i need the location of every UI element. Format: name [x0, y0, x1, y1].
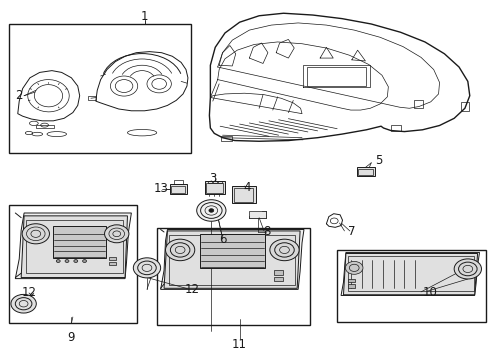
Bar — [204, 181, 224, 194]
Circle shape — [196, 200, 225, 221]
Bar — [347, 279, 354, 282]
Text: 4: 4 — [243, 181, 250, 194]
Bar — [218, 181, 221, 183]
Bar — [221, 136, 231, 141]
Text: 13: 13 — [154, 183, 169, 195]
Bar — [249, 211, 266, 219]
Bar — [174, 180, 183, 184]
Text: 10: 10 — [422, 287, 436, 300]
Bar — [234, 188, 252, 202]
Bar — [53, 226, 106, 258]
Bar — [347, 256, 473, 291]
Circle shape — [133, 258, 160, 278]
Polygon shape — [15, 213, 131, 279]
Text: 5: 5 — [374, 154, 382, 167]
Bar — [390, 125, 400, 131]
Bar — [9, 205, 137, 323]
Bar — [347, 284, 354, 288]
Bar — [213, 181, 216, 183]
Circle shape — [165, 239, 194, 261]
Circle shape — [269, 239, 299, 261]
Bar — [208, 181, 211, 183]
Bar — [168, 234, 294, 285]
Bar — [88, 96, 96, 100]
Text: 3: 3 — [209, 172, 216, 185]
Polygon shape — [340, 252, 479, 296]
Bar — [232, 186, 255, 203]
Bar — [356, 167, 374, 176]
Bar — [199, 234, 265, 268]
Bar — [357, 169, 372, 175]
Bar — [26, 220, 122, 273]
Circle shape — [65, 260, 69, 262]
Polygon shape — [343, 253, 477, 295]
Bar — [9, 24, 190, 153]
Text: 6: 6 — [218, 233, 226, 246]
Circle shape — [208, 209, 213, 212]
Bar — [109, 257, 116, 260]
Bar — [109, 262, 116, 265]
Polygon shape — [163, 231, 300, 288]
Text: 2: 2 — [16, 89, 23, 102]
Bar — [205, 183, 222, 193]
Circle shape — [345, 261, 362, 274]
Bar — [273, 270, 282, 275]
Bar — [273, 277, 282, 281]
Text: 11: 11 — [232, 338, 246, 351]
Bar — [461, 102, 468, 111]
Polygon shape — [160, 229, 304, 289]
Text: 12: 12 — [21, 287, 37, 300]
Bar — [171, 186, 184, 193]
Bar — [36, 125, 54, 129]
Bar — [157, 228, 310, 325]
Text: 12: 12 — [184, 283, 200, 296]
Circle shape — [82, 260, 86, 262]
Bar — [336, 250, 485, 321]
Circle shape — [453, 259, 481, 279]
Circle shape — [11, 294, 36, 313]
Bar — [170, 184, 187, 194]
Text: 8: 8 — [262, 225, 269, 238]
Polygon shape — [21, 216, 127, 278]
Text: 1: 1 — [141, 10, 148, 23]
Circle shape — [104, 225, 129, 243]
Text: 7: 7 — [347, 225, 355, 238]
Circle shape — [56, 260, 60, 262]
Bar — [306, 67, 366, 86]
Bar — [413, 100, 422, 108]
Circle shape — [22, 224, 49, 244]
Circle shape — [74, 260, 78, 262]
Text: 9: 9 — [67, 331, 75, 344]
